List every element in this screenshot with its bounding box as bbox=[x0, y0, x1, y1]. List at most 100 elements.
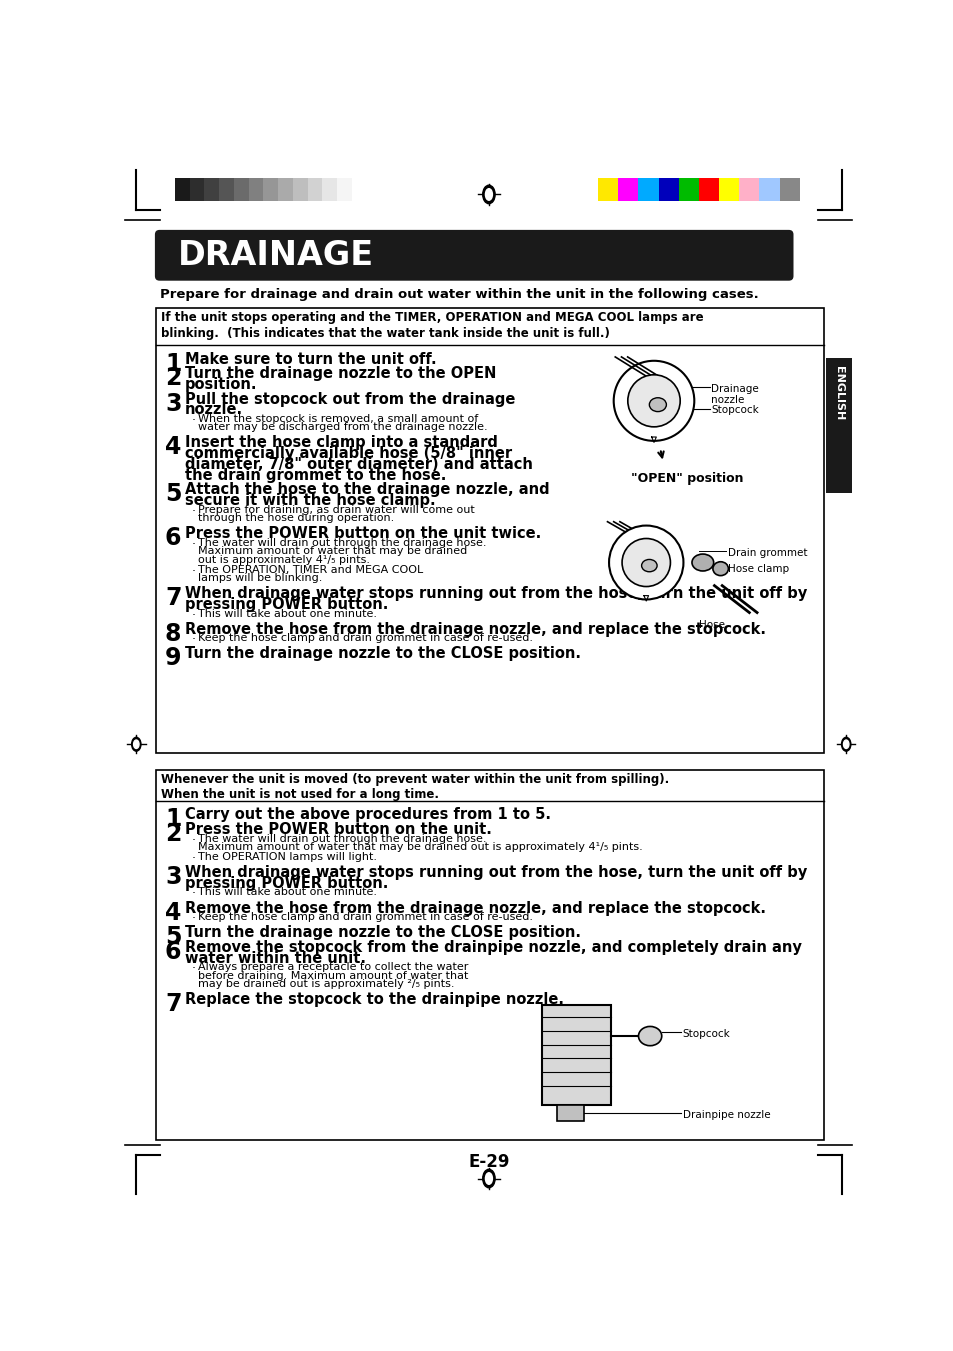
Text: Make sure to turn the unit off.: Make sure to turn the unit off. bbox=[185, 351, 436, 366]
Text: Attach the hose to the drainage nozzle, and: Attach the hose to the drainage nozzle, … bbox=[185, 482, 549, 497]
Text: commercially available hose (5/8" inner: commercially available hose (5/8" inner bbox=[185, 446, 512, 461]
Text: the drain grommet to the hose.: the drain grommet to the hose. bbox=[185, 467, 446, 482]
Bar bbox=[307, 177, 322, 200]
Text: Press the POWER button on the unit twice.: Press the POWER button on the unit twice… bbox=[185, 527, 540, 542]
Text: Always prepare a receptacle to collect the water: Always prepare a receptacle to collect t… bbox=[198, 962, 468, 973]
Text: 3: 3 bbox=[165, 392, 181, 416]
Text: Turn the drainage nozzle to the OPEN: Turn the drainage nozzle to the OPEN bbox=[185, 366, 496, 381]
Text: 9: 9 bbox=[165, 646, 181, 670]
Text: "OPEN" position: "OPEN" position bbox=[630, 471, 742, 485]
Bar bbox=[155, 770, 823, 1140]
Text: E-29: E-29 bbox=[468, 1154, 509, 1171]
Text: 7: 7 bbox=[165, 586, 181, 611]
Text: Stopcock: Stopcock bbox=[711, 405, 759, 416]
Bar bbox=[174, 177, 190, 200]
Ellipse shape bbox=[485, 1173, 492, 1185]
Text: Turn the drainage nozzle to the CLOSE position.: Turn the drainage nozzle to the CLOSE po… bbox=[185, 646, 580, 662]
Text: Remove the stopcock from the drainpipe nozzle, and completely drain any: Remove the stopcock from the drainpipe n… bbox=[185, 940, 801, 955]
Text: Pull the stopcock out from the drainage: Pull the stopcock out from the drainage bbox=[185, 392, 515, 407]
Text: before draining. Maximum amount of water that: before draining. Maximum amount of water… bbox=[198, 970, 468, 981]
Text: 1: 1 bbox=[165, 808, 181, 831]
Text: nozzle.: nozzle. bbox=[185, 403, 243, 417]
Text: ·: · bbox=[192, 505, 195, 517]
Text: Press the POWER button on the unit.: Press the POWER button on the unit. bbox=[185, 821, 492, 838]
Text: Replace the stopcock to the drainpipe nozzle.: Replace the stopcock to the drainpipe no… bbox=[185, 992, 563, 1008]
Text: Hose: Hose bbox=[699, 620, 724, 631]
Ellipse shape bbox=[613, 361, 694, 440]
Text: Maximum amount of water that may be drained: Maximum amount of water that may be drai… bbox=[198, 546, 467, 557]
Text: Remove the hose from the drainage nozzle, and replace the stopcock.: Remove the hose from the drainage nozzle… bbox=[185, 901, 765, 916]
Bar bbox=[658, 177, 679, 200]
Text: ·: · bbox=[192, 912, 195, 925]
Text: secure it with the hose clamp.: secure it with the hose clamp. bbox=[185, 493, 436, 508]
Bar bbox=[263, 177, 278, 200]
Text: Maximum amount of water that may be drained out is approximately 4¹/₅ pints.: Maximum amount of water that may be drai… bbox=[198, 842, 642, 852]
Text: Turn the drainage nozzle to the CLOSE position.: Turn the drainage nozzle to the CLOSE po… bbox=[185, 925, 580, 940]
Text: may be drained out is approximately ²/₅ pints.: may be drained out is approximately ²/₅ … bbox=[198, 979, 455, 989]
Bar bbox=[155, 308, 823, 754]
Bar bbox=[541, 1005, 611, 1105]
Text: This will take about one minute.: This will take about one minute. bbox=[198, 609, 376, 619]
Text: Stopcock: Stopcock bbox=[682, 1029, 730, 1039]
Text: pressing POWER button.: pressing POWER button. bbox=[185, 875, 388, 890]
Text: 8: 8 bbox=[165, 621, 181, 646]
Text: 6: 6 bbox=[165, 527, 181, 550]
Bar bbox=[759, 177, 779, 200]
Text: 7: 7 bbox=[165, 992, 181, 1016]
Text: Whenever the unit is moved (to prevent water within the unit from spilling).
Whe: Whenever the unit is moved (to prevent w… bbox=[161, 774, 669, 801]
Text: Remove the hose from the drainage nozzle, and replace the stopcock.: Remove the hose from the drainage nozzle… bbox=[185, 621, 765, 636]
Text: Drainpipe nozzle: Drainpipe nozzle bbox=[682, 1111, 769, 1120]
Text: The water will drain out through the drainage hose.: The water will drain out through the dra… bbox=[198, 538, 486, 549]
Bar bbox=[679, 177, 699, 200]
Text: Drainage
nozzle: Drainage nozzle bbox=[711, 384, 759, 405]
Text: 6: 6 bbox=[165, 940, 181, 963]
Text: 2: 2 bbox=[165, 821, 181, 846]
Bar bbox=[336, 177, 352, 200]
Text: ·: · bbox=[192, 565, 195, 578]
Bar bbox=[249, 177, 263, 200]
Text: position.: position. bbox=[185, 377, 257, 392]
Ellipse shape bbox=[691, 554, 713, 571]
Text: ·: · bbox=[192, 634, 195, 646]
Text: When drainage water stops running out from the hose, turn the unit off by: When drainage water stops running out fr… bbox=[185, 586, 806, 601]
Bar bbox=[618, 177, 638, 200]
Text: When the stopcock is removed, a small amount of: When the stopcock is removed, a small am… bbox=[198, 413, 478, 424]
Ellipse shape bbox=[842, 740, 848, 748]
Text: 5: 5 bbox=[165, 482, 181, 507]
Text: ·: · bbox=[192, 609, 195, 621]
Text: out is approximately 4¹/₅ pints.: out is approximately 4¹/₅ pints. bbox=[198, 555, 370, 565]
Text: Hose clamp: Hose clamp bbox=[727, 565, 788, 574]
Text: The OPERATION, TIMER and MEGA COOL: The OPERATION, TIMER and MEGA COOL bbox=[198, 565, 423, 574]
Bar bbox=[233, 177, 249, 200]
Text: Keep the hose clamp and drain grommet in case of re-used.: Keep the hose clamp and drain grommet in… bbox=[198, 912, 533, 923]
Text: 5: 5 bbox=[165, 925, 181, 950]
Ellipse shape bbox=[712, 562, 728, 576]
Bar bbox=[825, 358, 852, 493]
Text: ·: · bbox=[192, 852, 195, 865]
Ellipse shape bbox=[482, 1169, 495, 1188]
Text: Drain grommet: Drain grommet bbox=[727, 549, 806, 558]
Text: 4: 4 bbox=[165, 901, 181, 924]
Text: through the hose during operation.: through the hose during operation. bbox=[198, 513, 395, 523]
Bar bbox=[322, 177, 336, 200]
Ellipse shape bbox=[132, 738, 141, 751]
Text: ·: · bbox=[192, 888, 195, 901]
Bar bbox=[190, 177, 204, 200]
Text: ·: · bbox=[192, 834, 195, 847]
Text: water may be discharged from the drainage nozzle.: water may be discharged from the drainag… bbox=[198, 423, 487, 432]
Bar bbox=[739, 177, 759, 200]
Bar bbox=[598, 177, 618, 200]
Text: lamps will be blinking.: lamps will be blinking. bbox=[198, 573, 322, 584]
Text: 1: 1 bbox=[165, 351, 181, 376]
Text: Carry out the above procedures from 1 to 5.: Carry out the above procedures from 1 to… bbox=[185, 808, 551, 823]
Text: Insert the hose clamp into a standard: Insert the hose clamp into a standard bbox=[185, 435, 497, 450]
Bar bbox=[204, 177, 219, 200]
Ellipse shape bbox=[482, 185, 495, 204]
Text: ·: · bbox=[192, 538, 195, 551]
Bar bbox=[557, 1105, 583, 1121]
Text: Keep the hose clamp and drain grommet in case of re-used.: Keep the hose clamp and drain grommet in… bbox=[198, 634, 533, 643]
Text: Prepare for drainage and drain out water within the unit in the following cases.: Prepare for drainage and drain out water… bbox=[159, 288, 758, 301]
Text: pressing POWER button.: pressing POWER button. bbox=[185, 597, 388, 612]
Text: water within the unit.: water within the unit. bbox=[185, 951, 366, 966]
Ellipse shape bbox=[621, 539, 670, 586]
